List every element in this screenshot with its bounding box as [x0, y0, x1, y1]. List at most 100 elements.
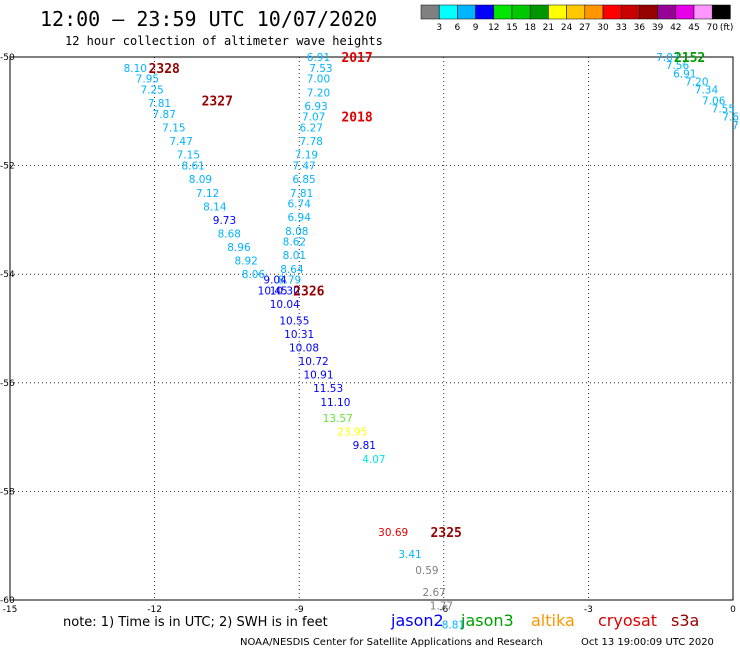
- color-swatch: [457, 4, 476, 20]
- scale-tick-label: 15: [506, 23, 517, 33]
- wave-height-point: 7.78: [300, 136, 323, 148]
- y-tick-label: -56: [0, 379, 15, 389]
- wave-height-point: 7.6: [722, 112, 739, 124]
- wave-height-point: 7.15: [162, 123, 185, 135]
- wave-height-point: 11.53: [313, 383, 343, 395]
- wave-height-point: 9.04: [263, 275, 287, 287]
- scale-tick-label: 6: [455, 23, 461, 33]
- wave-height-point: 8.06: [242, 269, 266, 281]
- color-swatch: [657, 4, 677, 20]
- color-swatch: [493, 4, 513, 20]
- y-tick-label: -52: [0, 162, 15, 172]
- wave-height-point: 7.81: [148, 98, 171, 110]
- wave-height-point: 7.12: [196, 188, 219, 200]
- wave-height-point: 11.10: [320, 397, 350, 409]
- color-swatch: [602, 4, 622, 20]
- scale-tick-label: 12: [488, 23, 499, 33]
- wave-height-point: 10.45: [258, 285, 288, 297]
- pass-label: 2325: [431, 526, 462, 541]
- x-tick-label: -9: [295, 605, 304, 615]
- x-tick-label: -3: [584, 605, 593, 615]
- pass-label: 2018: [341, 111, 372, 126]
- source-jason2: jason2: [390, 611, 444, 630]
- wave-height-point: 7.00: [307, 74, 330, 86]
- series-2328: 8.107.957.257.817.877.157.477.158.618.09…: [124, 63, 266, 281]
- footer: note: 1) Time is in UTC; 2) SWH is in fe…: [63, 611, 714, 648]
- scale-tick-label: 24: [561, 23, 573, 33]
- wave-height-point: 7.20: [685, 76, 708, 88]
- source-cryosat: cryosat: [598, 611, 657, 630]
- x-tick-label: -15: [3, 605, 18, 615]
- wave-height-point: 23.95: [337, 427, 367, 439]
- color-swatch: [529, 4, 549, 20]
- plot-area: -15 -12 -9 -6 -3 0-50-52-54-56-58-608.107.957…: [0, 51, 739, 631]
- color-swatch: [584, 4, 604, 20]
- wave-height-point: 10.30: [270, 285, 300, 297]
- wave-height-point: 6.74: [288, 199, 312, 211]
- wave-height-point: 10.04: [270, 299, 300, 311]
- y-tick-label: -60: [0, 596, 15, 606]
- wave-height-point: 8.64: [280, 264, 304, 276]
- color-swatch: [693, 4, 713, 20]
- wave-height-point: 7.07: [656, 52, 679, 64]
- source-s3a: s3a: [671, 611, 699, 630]
- scale-tick-label: 33: [615, 23, 626, 33]
- wave-height-point: 8.61: [181, 161, 204, 173]
- series-2017-2018: 6.917.537.007.20 6.937.076.277.78 7.197.47…: [278, 52, 333, 287]
- wave-height-point: 7.81: [290, 188, 313, 200]
- x-tick-label: 0: [730, 605, 736, 615]
- color-swatch: [438, 4, 458, 20]
- x-tick-label: -12: [147, 605, 162, 615]
- wave-height-point: 7.06: [702, 95, 726, 107]
- plot-frame: [9, 56, 734, 601]
- pass-label: 2327: [202, 94, 233, 109]
- wave-height-point: 8.79: [278, 275, 301, 287]
- scale-unit: (ft): [720, 23, 734, 33]
- wave-height-point: 8.62: [283, 237, 306, 249]
- wave-height-point: 3.41: [398, 549, 421, 561]
- wave-height-point: 7.56: [666, 60, 690, 72]
- color-swatch: [566, 4, 586, 20]
- scale-tick-label: 39: [652, 23, 664, 33]
- scale-tick-label: 45: [688, 23, 699, 33]
- scale-tick-label: 3: [436, 23, 442, 33]
- wave-height-point: 7.20: [307, 87, 330, 99]
- wave-height-point: 10.55: [279, 315, 309, 327]
- wave-height-point: 9.73: [213, 215, 236, 227]
- wave-height-point: 8.14: [203, 201, 227, 213]
- color-swatch: [620, 4, 640, 20]
- satellite-legend: jason2 jason3 altika cryosat s3a: [390, 611, 699, 630]
- pass-label: 2328: [149, 62, 180, 77]
- wave-height-point: 4.07: [362, 454, 385, 466]
- wave-height-point: 8.81: [442, 619, 465, 631]
- color-swatch: [711, 4, 731, 20]
- wave-height-point: 10.31: [284, 329, 314, 341]
- wave-height-point: 7.53: [309, 63, 332, 75]
- color-swatch: [548, 4, 567, 20]
- wave-height-point: 13.57: [323, 413, 353, 425]
- wave-height-point: 10.72: [299, 356, 329, 368]
- wave-height-point: 10.91: [303, 370, 333, 382]
- pass-label: 2152: [674, 51, 705, 66]
- wave-height-point: 6.27: [300, 123, 323, 135]
- footer-timestamp: Oct 13 19:00:09 UTC 2020: [581, 637, 714, 648]
- wave-height-point: 7.25: [140, 85, 163, 97]
- chart-subtitle: 12 hour collection of altimeter wave hei…: [65, 34, 383, 48]
- wave-height-point: 7.87: [153, 109, 176, 121]
- scale-tick-label: 9: [473, 23, 479, 33]
- color-swatch: [475, 4, 495, 20]
- wave-height-point: 8.01: [283, 250, 306, 262]
- wave-height-point: 8.68: [218, 228, 241, 240]
- wave-height-point: 7.47: [169, 136, 192, 148]
- wave-height-point: 1.77: [430, 600, 453, 612]
- y-tick-label: -58: [0, 487, 15, 497]
- color-swatch: [639, 4, 658, 20]
- wave-height-point: 0.59: [415, 565, 438, 577]
- wave-height-point: 7.07: [302, 112, 325, 124]
- wave-height-point: 8.09: [189, 174, 212, 186]
- y-tick-label: -50: [0, 53, 15, 63]
- wave-height-point: 2.67: [422, 587, 445, 599]
- wave-height-point: 7.34: [695, 85, 719, 97]
- scale-tick-label: 21: [543, 23, 554, 33]
